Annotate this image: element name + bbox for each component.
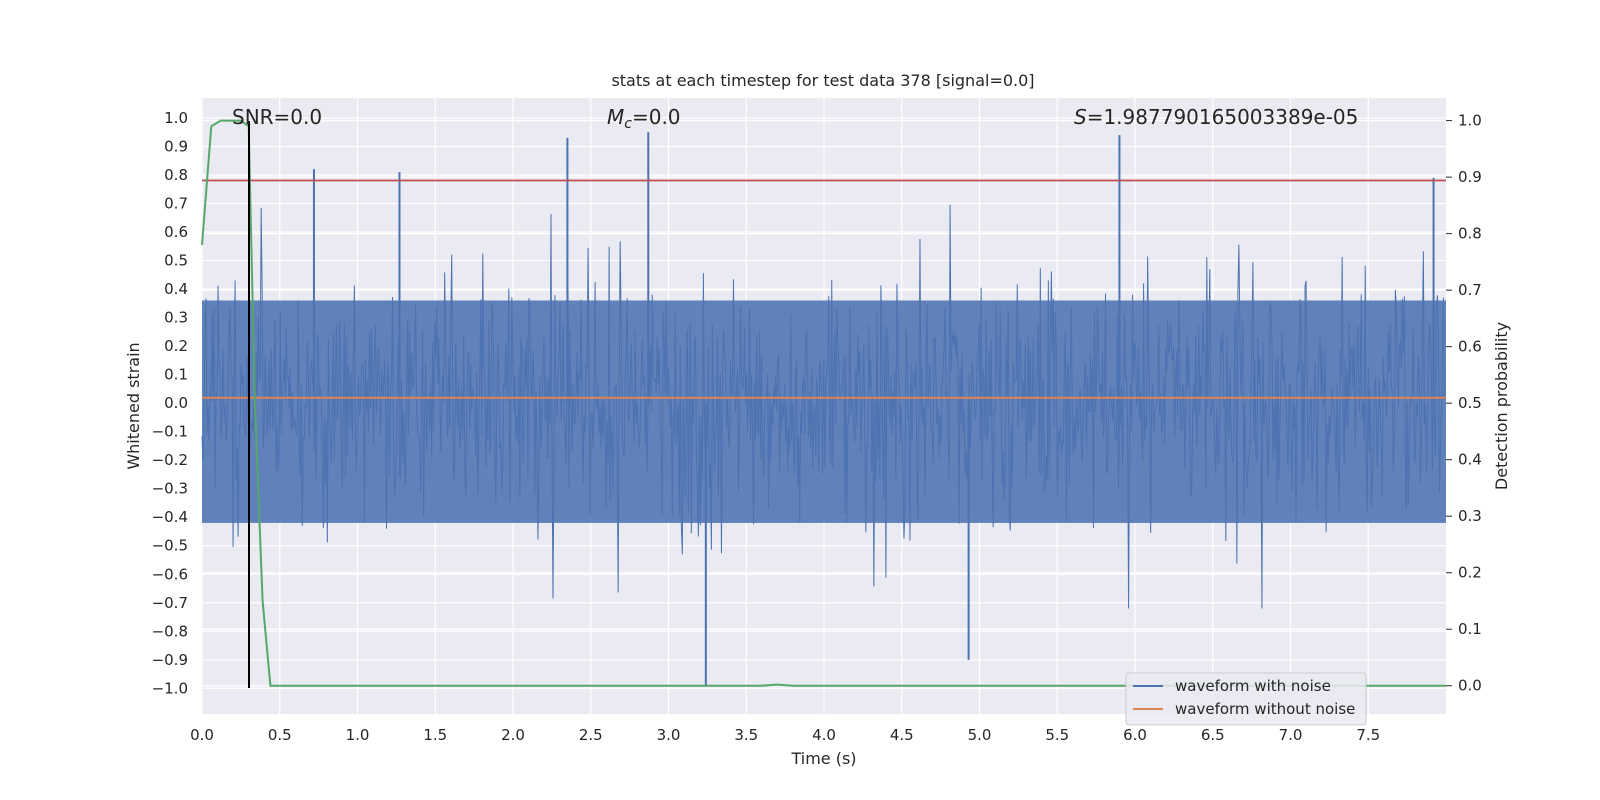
y-tick-label: 0.1 [164,366,188,384]
s-annotation: S=1.987790165003389e-05 [1074,105,1358,129]
y-tick-label: −0.3 [152,480,188,498]
y2-tick-label: 0.5 [1458,394,1482,412]
y-tick-label: 0.5 [164,252,188,270]
y-tick-label: 0.8 [164,166,188,184]
y-tick-label: 0.7 [164,195,188,213]
y-tick-label: −0.9 [152,651,188,669]
noise-dense-band [202,300,1446,523]
y2-axis-label: Detection probability [1492,322,1511,490]
y2-tick-label: 0.7 [1458,281,1482,299]
y2-tick-label: 1.0 [1458,112,1482,130]
series-waveform-with-noise [201,132,1446,686]
y-tick-label: −1.0 [152,679,188,697]
y-tick-label: 0.4 [164,280,188,298]
x-axis-ticks: 0.0 0.5 1.0 1.5 2.0 2.5 3.0 3.5 4.0 4.5 5.0 5.5 6.0 6… [190,726,1380,744]
x-tick-label: 7.0 [1279,726,1303,744]
series-detection-probability [201,119,1446,687]
y2-tick-label: 0.4 [1458,451,1482,469]
x-tick-label: 0.0 [190,726,214,744]
y-tick-label: 0.6 [164,223,188,241]
legend-label-with-noise: waveform with noise [1175,677,1331,695]
x-tick-label: 2.5 [579,726,603,744]
legend-box [1125,672,1367,726]
legend: waveform with noise waveform without noi… [1125,672,1367,726]
x-tick-label: 3.0 [657,726,681,744]
y-tick-label: −0.5 [152,537,188,555]
y2-tick-label: 0.0 [1458,677,1482,695]
y2-tick-label: 0.6 [1458,338,1482,356]
chart-title: stats at each timestep for test data 378… [611,71,1034,90]
x-tick-label: 4.5 [890,726,914,744]
y-axis-label: Whitened strain [124,342,143,469]
y-tick-label: −0.4 [152,508,188,526]
x-tick-label: 1.0 [346,726,370,744]
x-tick-label: 4.0 [812,726,836,744]
y-tick-label: 1.0 [164,109,188,127]
y2-tick-label: 0.8 [1458,225,1482,243]
legend-label-without-noise: waveform without noise [1175,700,1355,718]
x-tick-label: 1.5 [423,726,447,744]
y-tick-label: −0.1 [152,423,188,441]
x-tick-label: 7.5 [1356,726,1380,744]
x-tick-label: 6.5 [1201,726,1225,744]
y2-axis-ticks: 1.0 0.9 0.8 0.7 0.6 0.5 0.4 0.3 0.2 0.1 0.0 [1446,112,1482,695]
y2-tick-label: 0.2 [1458,564,1482,582]
y2-tick-label: 0.3 [1458,507,1482,525]
y-axis-ticks: 1.0 0.9 0.8 0.7 0.6 0.5 0.4 0.3 0.2 0.1 0.0 −0.1 −0.… [152,109,188,697]
y-tick-label: −0.6 [152,565,188,583]
x-tick-label: 3.5 [734,726,758,744]
x-tick-label: 6.0 [1123,726,1147,744]
y-tick-label: −0.7 [152,594,188,612]
x-tick-label: 2.0 [501,726,525,744]
y-tick-label: 0.0 [164,394,188,412]
y-tick-label: 0.9 [164,137,188,155]
x-tick-label: 5.0 [968,726,992,744]
y-tick-label: 0.2 [164,337,188,355]
snr-annotation: SNR=0.0 [232,105,322,129]
y2-tick-label: 0.9 [1458,168,1482,186]
x-tick-label: 0.5 [268,726,292,744]
y-tick-label: 0.3 [164,309,188,327]
x-tick-label: 5.5 [1045,726,1069,744]
y2-tick-label: 0.1 [1458,620,1482,638]
x-axis-label: Time (s) [790,749,856,768]
chirp-mass-annotation: Mc=0.0 [607,105,681,132]
y-tick-label: −0.2 [152,451,188,469]
y-tick-label: −0.8 [152,622,188,640]
